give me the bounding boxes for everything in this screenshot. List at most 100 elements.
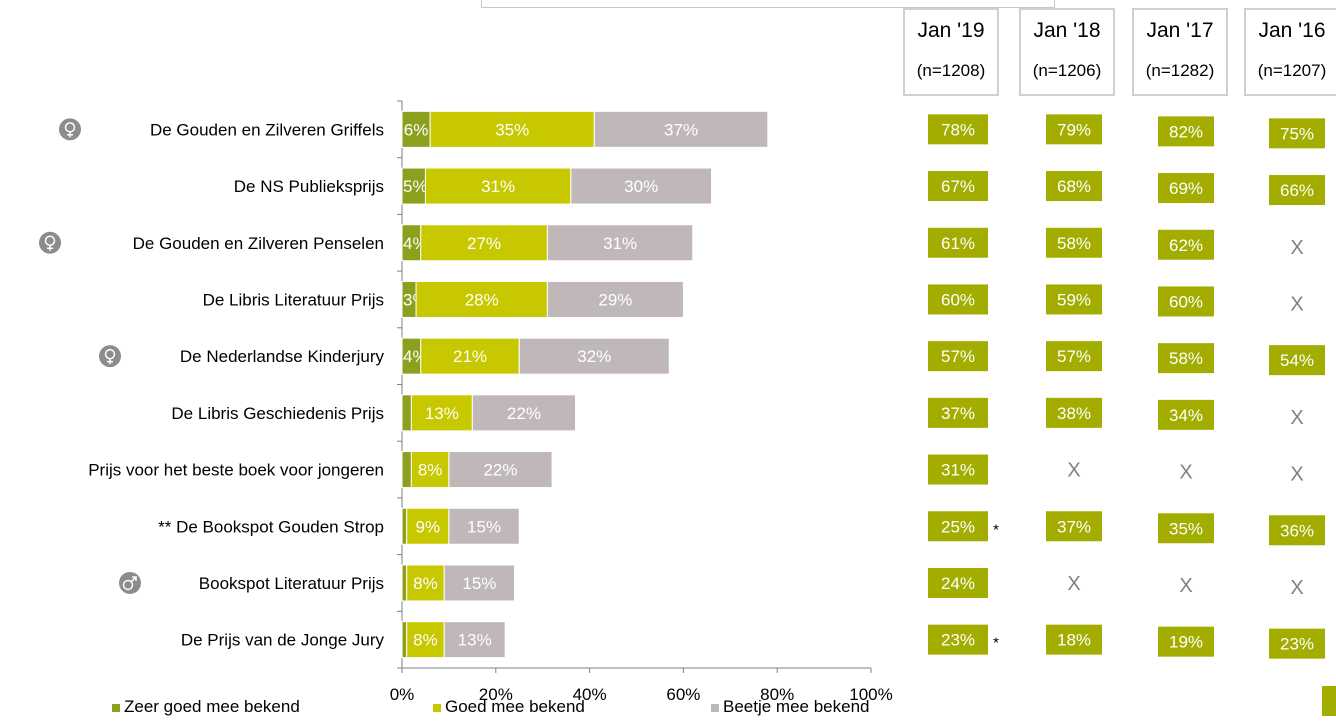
score-cell <box>1046 227 1102 258</box>
column-header-month: Jan '16 <box>1258 19 1326 42</box>
bar-value-label: 5% <box>403 177 428 196</box>
score-cell <box>1046 284 1102 315</box>
bar-segment <box>570 167 713 205</box>
bar-value-label: 6% <box>404 120 429 139</box>
score-value: 37% <box>941 404 975 423</box>
bar-segment <box>546 280 684 318</box>
column-header-1: Jan '18 (n=1206) <box>1019 8 1115 96</box>
not-measured-mark: X <box>1067 460 1080 482</box>
male-symbol-head <box>132 576 137 581</box>
score-cell <box>1046 397 1102 428</box>
score-value: 24% <box>941 574 975 593</box>
score-cell <box>928 114 988 145</box>
score-cell <box>928 397 988 428</box>
score-value: 35% <box>1169 519 1203 538</box>
score-value: 58% <box>1169 349 1203 368</box>
bar-value-label: 37% <box>664 120 698 139</box>
score-value: 66% <box>1280 181 1314 200</box>
score-value: 67% <box>941 177 975 196</box>
bar-segment <box>593 110 769 148</box>
category-label: De Nederlandse Kinderjury <box>180 347 385 366</box>
not-measured-mark: X <box>1290 577 1303 599</box>
score-cell <box>1046 624 1102 655</box>
column-header-n: (n=1208) <box>916 61 986 80</box>
bar-segment <box>401 507 408 545</box>
not-measured-mark: X <box>1179 575 1192 597</box>
bar-value-label: 31% <box>481 177 515 196</box>
legend-label: Zeer goed mee bekend <box>124 697 300 716</box>
bar-segment <box>401 451 412 489</box>
bar-value-label: 15% <box>467 517 501 536</box>
score-value: 59% <box>1057 290 1091 309</box>
bar-segment <box>448 507 520 545</box>
x-tick-label: 40% <box>573 685 607 704</box>
score-cell <box>1046 114 1102 145</box>
bar-value-label: 21% <box>453 347 487 366</box>
bar-segment <box>420 337 520 375</box>
score-cell <box>1158 229 1214 260</box>
significance-asterisk: * <box>993 521 999 538</box>
score-cell <box>1158 626 1214 657</box>
score-value: 62% <box>1169 236 1203 255</box>
legend-label: Beetje mee bekend <box>723 697 870 716</box>
score-value: 25% <box>941 517 975 536</box>
bar-value-label: 8% <box>413 631 438 650</box>
column-header-0: Jan '19 (n=1208) <box>903 8 999 96</box>
not-measured-mark: X <box>1067 573 1080 595</box>
bar-value-label: 32% <box>577 347 611 366</box>
bar-value-label: 28% <box>465 290 499 309</box>
bar-segment <box>401 394 412 432</box>
column-header-3: Jan '16 (n=1207) <box>1244 8 1336 96</box>
category-label: Bookspot Literatuur Prijs <box>199 574 384 593</box>
score-value: 57% <box>1057 347 1091 366</box>
score-value: 82% <box>1169 122 1203 141</box>
x-tick-label: 20% <box>479 685 513 704</box>
score-value: 34% <box>1169 406 1203 425</box>
bar-segment <box>443 564 516 602</box>
column-header-n: (n=1206) <box>1032 61 1102 80</box>
bar-value-label: 22% <box>483 461 517 480</box>
legend-swatch <box>433 704 441 712</box>
not-measured-mark: X <box>1179 462 1192 484</box>
score-cell <box>1269 118 1325 149</box>
legend-swatch <box>711 704 719 712</box>
not-measured-mark: X <box>1290 237 1303 259</box>
score-cell <box>928 227 988 258</box>
bar-value-label: 27% <box>467 234 501 253</box>
score-cell <box>1158 286 1214 317</box>
bar-value-label: 13% <box>425 404 459 423</box>
column-header-n: (n=1207) <box>1257 61 1327 80</box>
score-value: 23% <box>1280 635 1314 654</box>
score-value: 79% <box>1057 120 1091 139</box>
score-cell <box>928 284 988 315</box>
column-header-month: Jan '17 <box>1146 19 1214 42</box>
score-cell <box>1269 515 1325 546</box>
bar-segment <box>406 564 445 602</box>
legend-label: Goed mee bekend <box>445 697 585 716</box>
bar-value-label: 13% <box>458 631 492 650</box>
bar-value-label: 15% <box>462 574 496 593</box>
score-cell <box>928 171 988 202</box>
x-tick-label: 80% <box>760 685 794 704</box>
category-label: De Libris Literatuur Prijs <box>203 290 384 309</box>
score-value: 68% <box>1057 177 1091 196</box>
score-value: 78% <box>941 120 975 139</box>
score-value: 75% <box>1280 124 1314 143</box>
category-label: ** De Bookspot Gouden Strop <box>158 517 384 536</box>
x-tick-label: 60% <box>666 685 700 704</box>
score-value: 69% <box>1169 179 1203 198</box>
score-value: 31% <box>941 461 975 480</box>
score-value: 38% <box>1057 404 1091 423</box>
bar-segment <box>546 224 694 262</box>
score-cell <box>1269 345 1325 376</box>
score-value: 19% <box>1169 633 1203 652</box>
bar-value-label: 8% <box>413 574 438 593</box>
score-value: 60% <box>941 290 975 309</box>
score-value: 61% <box>941 234 975 253</box>
top-frame-decoration <box>481 0 1055 8</box>
bar-value-label: 35% <box>495 120 529 139</box>
not-measured-mark: X <box>1290 293 1303 315</box>
score-cell <box>1158 513 1214 544</box>
score-value: 57% <box>941 347 975 366</box>
